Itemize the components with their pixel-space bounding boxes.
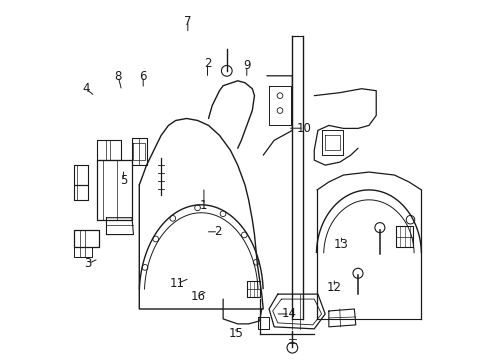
Text: 1: 1 — [200, 198, 208, 212]
Text: 12: 12 — [327, 281, 342, 294]
Text: 7: 7 — [184, 14, 192, 27]
Text: 10: 10 — [296, 122, 311, 135]
Text: 9: 9 — [243, 59, 250, 72]
Text: 13: 13 — [334, 238, 349, 251]
Text: 8: 8 — [115, 70, 122, 83]
Text: 15: 15 — [229, 327, 244, 340]
Text: 4: 4 — [82, 82, 90, 95]
Text: 11: 11 — [170, 277, 185, 290]
Text: 3: 3 — [84, 257, 92, 270]
Text: 14: 14 — [282, 307, 297, 320]
Text: 2: 2 — [204, 57, 211, 71]
Text: 2: 2 — [215, 225, 222, 238]
Text: 5: 5 — [120, 174, 127, 186]
Text: 16: 16 — [191, 289, 206, 303]
Text: 6: 6 — [140, 70, 147, 83]
